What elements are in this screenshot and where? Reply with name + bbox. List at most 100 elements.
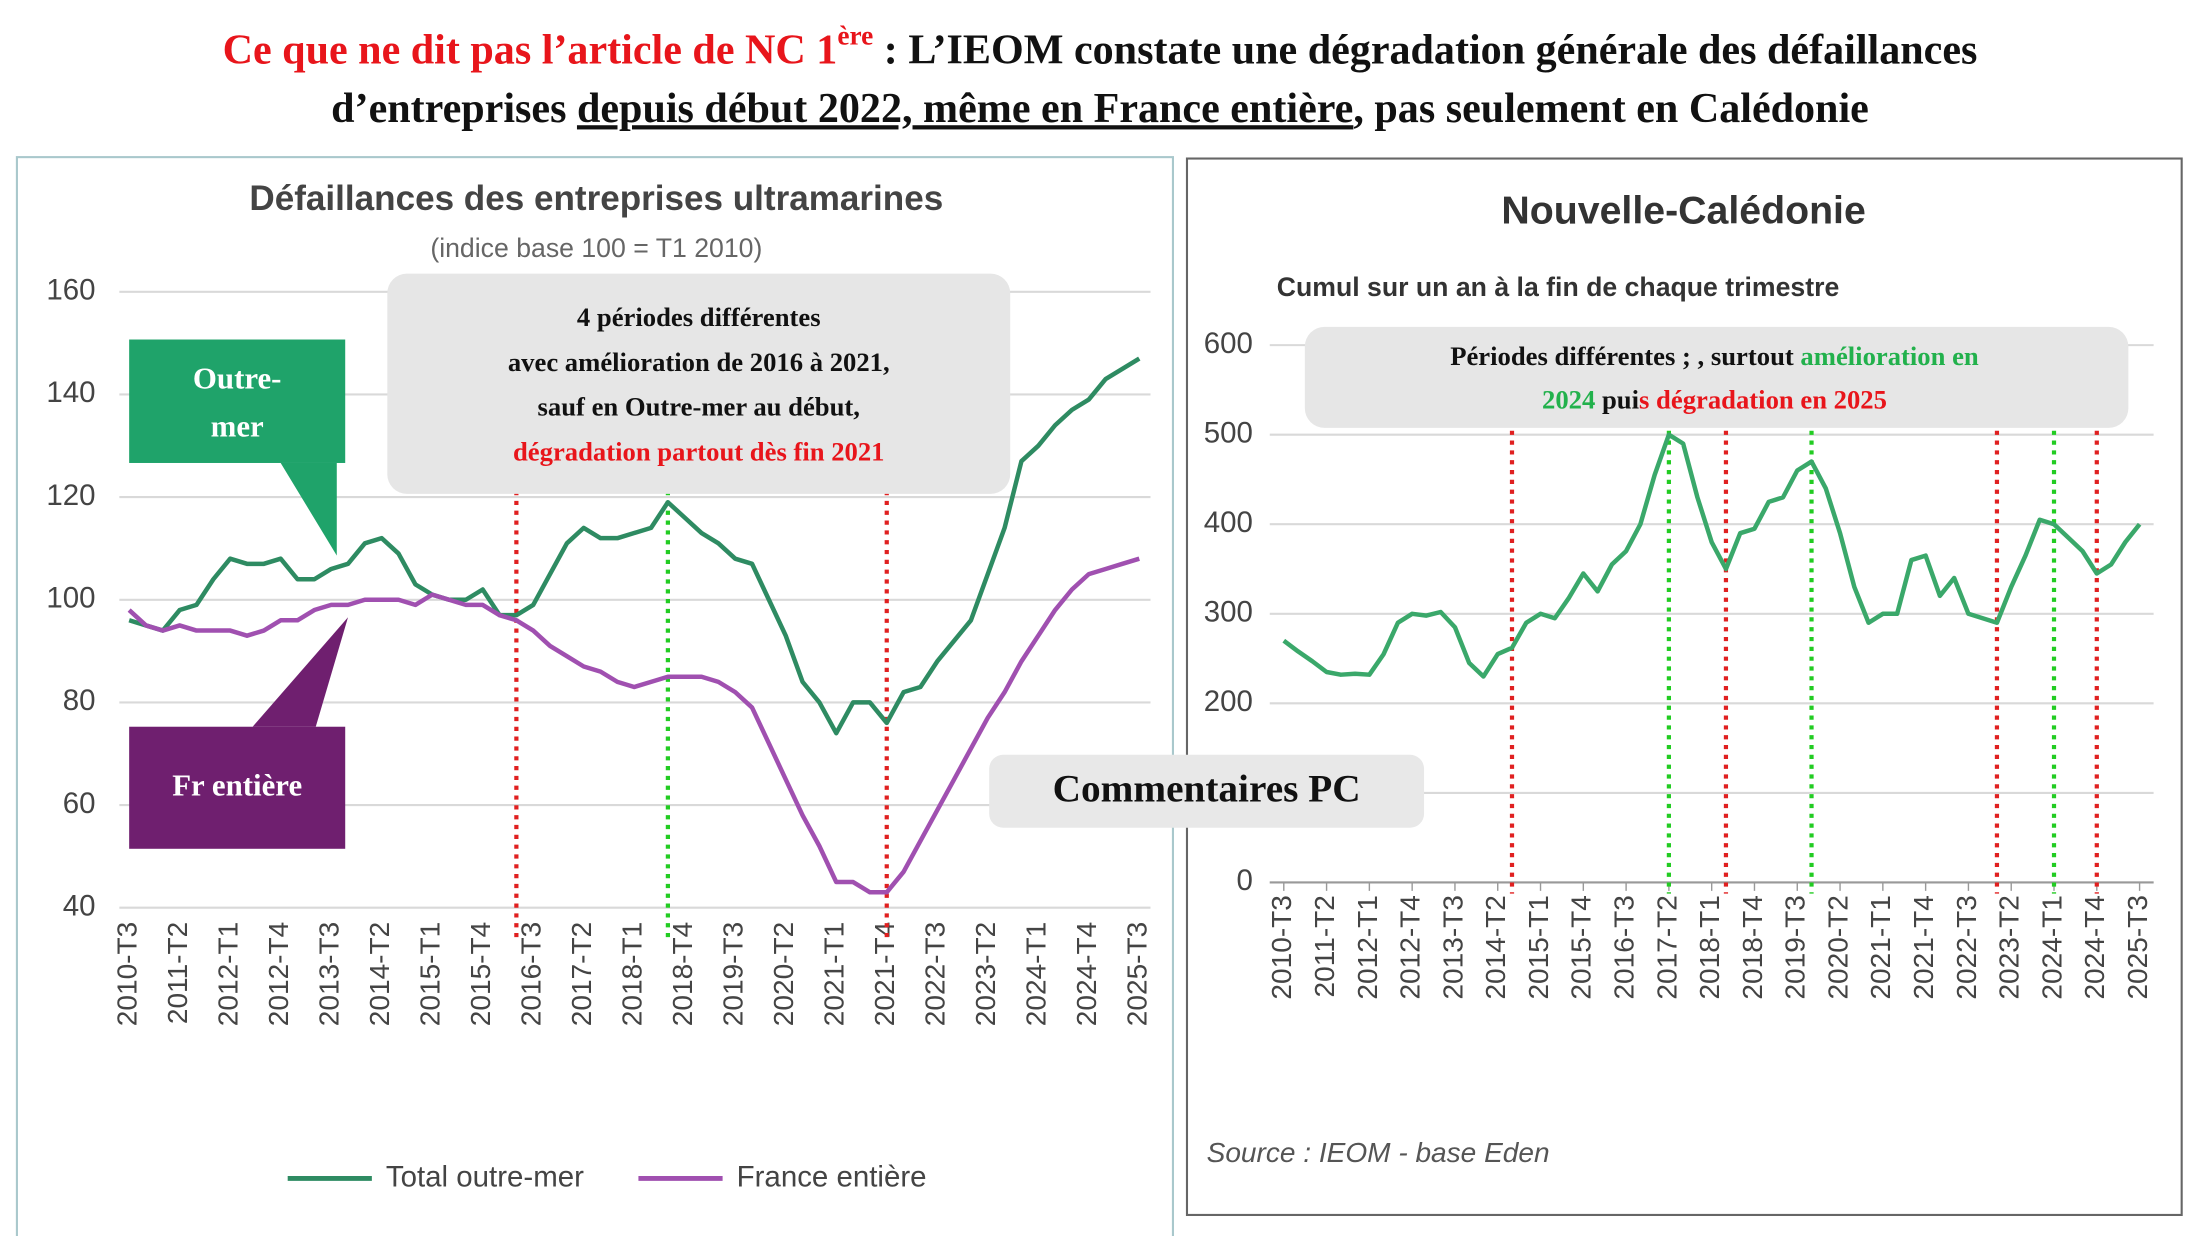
x-tick-label: 2012-T1 <box>213 922 244 1026</box>
text-segment: sauf en Outre-mer au début, <box>538 392 860 422</box>
comment: Commentaires PC <box>1053 768 1361 811</box>
text-segment: dégradation partout dès fin 2021 <box>513 437 885 467</box>
y-tick-label: 300 <box>1204 596 1253 629</box>
callout-text: mer <box>211 409 264 443</box>
text-segment: ère <box>837 21 873 51</box>
comment-box <box>989 754 1425 828</box>
legend-label: Total outre-mer <box>386 1160 584 1193</box>
x-tick-label: 2012-T1 <box>1352 895 1383 999</box>
x-tick-label: 2023-T2 <box>970 922 1001 1026</box>
text-segment: , pas seulement en Calédonie <box>1353 86 1868 132</box>
x-tick-label: 2013-T3 <box>1437 895 1468 999</box>
x-tick-label: 2010-T3 <box>112 922 143 1026</box>
header-line: d’entreprises depuis début 2022, même en… <box>331 86 1869 132</box>
x-tick-label: 2024-T1 <box>2036 895 2067 999</box>
y-tick-label: 200 <box>1204 685 1253 718</box>
annotation-box <box>387 273 1011 494</box>
x-tick-label: 2021-T4 <box>869 922 900 1026</box>
x-tick-label: 2024-T4 <box>1071 922 1102 1026</box>
text-segment: 4 périodes différentes <box>577 302 821 332</box>
x-tick-label: 2022-T3 <box>920 922 951 1026</box>
x-tick-label: 2013-T3 <box>314 922 345 1026</box>
left-panel <box>15 156 1175 1236</box>
x-tick-label: 2012-T4 <box>1395 895 1426 999</box>
text-segment: Périodes différentes ; , surtout <box>1450 341 1800 371</box>
annotation-line: avec amélioration de 2016 à 2021, <box>508 347 890 377</box>
x-tick-label: 2014-T2 <box>1480 895 1511 999</box>
x-tick-label: 2014-T2 <box>364 922 395 1026</box>
x-tick-label: 2011-T2 <box>1309 895 1340 997</box>
chart-title: Nouvelle-Calédonie <box>1501 189 1865 233</box>
y-tick-label: 60 <box>63 787 96 820</box>
y-tick-label: 500 <box>1204 416 1253 449</box>
y-tick-label: 120 <box>46 479 95 512</box>
callout-pointer <box>280 462 337 556</box>
x-tick-label: 2015-T4 <box>1566 895 1597 999</box>
annotation-line: 4 périodes différentes <box>577 302 821 332</box>
x-tick-label: 2017-T2 <box>566 922 597 1026</box>
y-tick-label: 160 <box>46 274 95 307</box>
x-tick-label: 2018-T1 <box>617 922 648 1026</box>
callout-text: Fr entière <box>172 769 302 803</box>
x-tick-label: 2021-T1 <box>1865 895 1896 999</box>
y-tick-label: 140 <box>46 376 95 409</box>
y-tick-label: 100 <box>46 582 95 615</box>
text-segment: avec amélioration de 2016 à 2021, <box>508 347 890 377</box>
x-tick-label: 2023-T2 <box>1994 895 2025 999</box>
series-line <box>1282 432 2142 679</box>
legend-label: France entière <box>737 1160 927 1193</box>
text-segment: pui <box>1595 385 1639 415</box>
y-tick-label: 400 <box>1204 506 1253 539</box>
annotation-box <box>1304 326 2129 428</box>
y-tick-label: 0 <box>1237 864 1253 897</box>
series-line <box>127 556 1140 895</box>
y-tick-label: 600 <box>1204 327 1253 360</box>
x-tick-label: 2017-T2 <box>1651 895 1682 999</box>
x-tick-label: 2016-T3 <box>1609 895 1640 999</box>
text-segment: 2024 <box>1542 385 1595 415</box>
x-tick-label: 2025-T3 <box>1122 922 1153 1026</box>
x-tick-label: 2024-T1 <box>1021 922 1052 1026</box>
x-tick-label: 2015-T1 <box>415 922 446 1026</box>
x-tick-label: 2019-T3 <box>718 922 749 1026</box>
callout-pointer <box>252 617 349 727</box>
y-tick-label: 80 <box>63 684 96 717</box>
x-tick-label: 2011-T2 <box>162 922 193 1024</box>
chart-subtitle: Cumul sur un an à la fin de chaque trime… <box>1277 272 1840 302</box>
chart-subtitle: (indice base 100 = T1 2010) <box>430 233 762 263</box>
x-tick-label: 2018-T4 <box>1737 895 1768 999</box>
annotation-line: 2024 puis dégradation en 2025 <box>1542 385 1887 415</box>
source: Source : IEOM - base Eden <box>1207 1137 1550 1168</box>
text-segment: : L’IEOM constate une dégradation généra… <box>873 27 1977 73</box>
x-tick-label: 2025-T3 <box>2122 895 2153 999</box>
annotation-line: sauf en Outre-mer au début, <box>538 392 860 422</box>
callout-box <box>129 339 346 463</box>
x-tick-label: 2010-T3 <box>1266 895 1297 999</box>
x-tick-label: 2012-T4 <box>263 922 294 1026</box>
x-tick-label: 2015-T1 <box>1523 895 1554 999</box>
x-tick-label: 2020-T2 <box>768 922 799 1026</box>
x-tick-label: 2018-T4 <box>667 922 698 1026</box>
text-segment: depuis début 2022, même en France entièr… <box>577 86 1353 132</box>
text-segment: d’entreprises <box>331 86 577 132</box>
text-segment: Ce que ne dit pas l’article de NC 1 <box>223 27 838 73</box>
annotation-line: Périodes différentes ; , surtout amélior… <box>1450 341 1979 371</box>
x-tick-label: 2021-T1 <box>819 922 850 1026</box>
text-segment: amélioration en <box>1800 341 1978 371</box>
y-tick-label: 40 <box>63 889 96 922</box>
x-tick-label: 2022-T3 <box>1951 895 1982 999</box>
annotation-line: dégradation partout dès fin 2021 <box>513 437 885 467</box>
text-segment: s dégradation en 2025 <box>1639 385 1887 415</box>
x-tick-label: 2015-T4 <box>465 922 496 1026</box>
callout-text: Outre- <box>193 362 282 396</box>
x-tick-label: 2021-T4 <box>1908 895 1939 999</box>
x-tick-label: 2020-T2 <box>1822 895 1853 999</box>
x-tick-label: 2018-T1 <box>1694 895 1725 999</box>
chart-title: Défaillances des entreprises ultramarine… <box>249 179 943 218</box>
x-tick-label: 2016-T3 <box>516 922 547 1026</box>
x-tick-label: 2024-T4 <box>2079 895 2110 999</box>
header-line: Ce que ne dit pas l’article de NC 1ère :… <box>223 21 1978 73</box>
series-line <box>128 356 1141 736</box>
right-panel <box>1185 157 2183 1217</box>
